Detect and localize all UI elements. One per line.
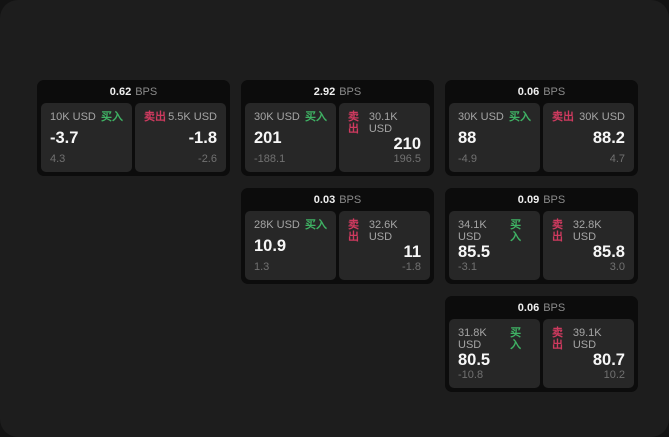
buy-notional: 28K USD	[254, 219, 300, 231]
sell-price: -1.8	[188, 129, 217, 147]
sell-notional: 30K USD	[579, 111, 625, 123]
card-header: 0.62 BPS	[37, 80, 230, 103]
buy-price: 201	[254, 129, 282, 147]
buy-pane[interactable]: 28K USD 买入 10.9 1.3	[245, 211, 336, 280]
quote-card-5[interactable]: 0.09 BPS 34.1K USD 买入 85.5 -3.1 卖出 32.8K…	[445, 188, 638, 284]
buy-delta: -4.9	[458, 153, 477, 165]
sell-delta: 3.0	[609, 261, 625, 273]
card-header: 0.09 BPS	[445, 188, 638, 211]
card-header: 0.03 BPS	[241, 188, 434, 211]
buy-pane[interactable]: 31.8K USD 买入 80.5 -10.8	[449, 319, 540, 388]
buy-price: 85.5	[458, 243, 491, 261]
card-header: 2.92 BPS	[241, 80, 434, 103]
buy-delta: 4.3	[50, 153, 66, 165]
sell-price: 80.7	[592, 351, 625, 369]
buy-delta: -10.8	[458, 369, 484, 381]
sell-side-label: 卖出	[348, 111, 359, 135]
sell-pane[interactable]: 卖出 32.8K USD 85.8 3.0	[543, 211, 634, 280]
bps-value: 2.92	[313, 85, 336, 98]
bps-value: 0.06	[517, 85, 540, 98]
buy-side-label: 买入	[305, 219, 327, 231]
buy-notional: 31.8K USD	[458, 327, 487, 351]
sell-side-label: 卖出	[552, 111, 574, 123]
quote-card-3[interactable]: 0.06 BPS 30K USD 买入 88 -4.9 卖出 30K USD	[445, 80, 638, 176]
sell-notional: 30.1K USD	[368, 111, 398, 135]
sell-pane[interactable]: 卖出 5.5K USD -1.8 -2.6	[135, 103, 226, 172]
bps-unit-label: BPS	[543, 85, 566, 98]
sell-notional: 5.5K USD	[168, 111, 217, 123]
buy-notional: 34.1K USD	[458, 219, 487, 243]
quote-card-4[interactable]: 0.03 BPS 28K USD 买入 10.9 1.3 卖出 32.6K US…	[241, 188, 434, 284]
sell-price: 85.8	[592, 243, 625, 261]
card-body: 10K USD 买入 -3.7 4.3 卖出 5.5K USD -1.8 -2.…	[37, 103, 230, 176]
sell-notional: 39.1K USD	[572, 327, 602, 351]
bps-unit-label: BPS	[543, 301, 566, 314]
bps-value: 0.06	[517, 301, 540, 314]
buy-notional: 10K USD	[50, 111, 96, 123]
sell-price: 11	[403, 243, 421, 261]
sell-side-label: 卖出	[552, 219, 563, 243]
buy-pane[interactable]: 30K USD 买入 88 -4.9	[449, 103, 540, 172]
card-body: 30K USD 买入 201 -188.1 卖出 30.1K USD 210 1…	[241, 103, 434, 176]
card-header: 0.06 BPS	[445, 80, 638, 103]
buy-side-label: 买入	[101, 111, 123, 123]
bps-unit-label: BPS	[135, 85, 158, 98]
card-body: 28K USD 买入 10.9 1.3 卖出 32.6K USD 11 -1.8	[241, 211, 434, 284]
sell-pane[interactable]: 卖出 30K USD 88.2 4.7	[543, 103, 634, 172]
buy-price: 10.9	[254, 237, 287, 255]
buy-price: 80.5	[458, 351, 491, 369]
sell-pane[interactable]: 卖出 30.1K USD 210 196.5	[339, 103, 430, 172]
sell-price: 88.2	[592, 129, 625, 147]
buy-delta: 1.3	[254, 261, 270, 273]
sell-side-label: 卖出	[144, 111, 166, 123]
sell-pane[interactable]: 卖出 39.1K USD 80.7 10.2	[543, 319, 634, 388]
card-body: 30K USD 买入 88 -4.9 卖出 30K USD 88.2 4.7	[445, 103, 638, 176]
sell-side-label: 卖出	[348, 219, 359, 243]
buy-delta: -188.1	[254, 153, 286, 165]
quote-card-grid: 0.62 BPS 10K USD 买入 -3.7 4.3 卖出 5.5K USD	[37, 80, 638, 392]
quote-card-2[interactable]: 2.92 BPS 30K USD 买入 201 -188.1 卖出 30.1K …	[241, 80, 434, 176]
buy-side-label: 买入	[510, 327, 522, 351]
buy-notional: 30K USD	[254, 111, 300, 123]
bps-value: 0.62	[109, 85, 132, 98]
buy-price: -3.7	[50, 129, 79, 147]
sell-delta: 196.5	[393, 153, 421, 165]
sell-side-label: 卖出	[552, 327, 563, 351]
buy-side-label: 买入	[509, 111, 531, 123]
buy-delta: -3.1	[458, 261, 477, 273]
sell-notional: 32.6K USD	[368, 219, 398, 243]
buy-notional: 30K USD	[458, 111, 504, 123]
sell-price: 210	[393, 135, 421, 153]
bps-unit-label: BPS	[543, 193, 566, 206]
quote-card-6[interactable]: 0.06 BPS 31.8K USD 买入 80.5 -10.8 卖出 39.1…	[445, 296, 638, 392]
buy-pane[interactable]: 34.1K USD 买入 85.5 -3.1	[449, 211, 540, 280]
buy-pane[interactable]: 10K USD 买入 -3.7 4.3	[41, 103, 132, 172]
bps-value: 0.09	[517, 193, 540, 206]
sell-delta: -2.6	[198, 153, 217, 165]
bps-value: 0.03	[313, 193, 336, 206]
card-header: 0.06 BPS	[445, 296, 638, 319]
buy-side-label: 买入	[305, 111, 327, 123]
sell-delta: -1.8	[402, 261, 421, 273]
bps-unit-label: BPS	[339, 193, 362, 206]
buy-side-label: 买入	[510, 219, 522, 243]
quote-card-1[interactable]: 0.62 BPS 10K USD 买入 -3.7 4.3 卖出 5.5K USD	[37, 80, 230, 176]
bps-unit-label: BPS	[339, 85, 362, 98]
sell-pane[interactable]: 卖出 32.6K USD 11 -1.8	[339, 211, 430, 280]
card-body: 31.8K USD 买入 80.5 -10.8 卖出 39.1K USD 80.…	[445, 319, 638, 392]
card-body: 34.1K USD 买入 85.5 -3.1 卖出 32.8K USD 85.8…	[445, 211, 638, 284]
buy-pane[interactable]: 30K USD 买入 201 -188.1	[245, 103, 336, 172]
sell-notional: 32.8K USD	[572, 219, 602, 243]
sell-delta: 10.2	[603, 369, 625, 381]
buy-price: 88	[458, 129, 477, 147]
sell-delta: 4.7	[609, 153, 625, 165]
